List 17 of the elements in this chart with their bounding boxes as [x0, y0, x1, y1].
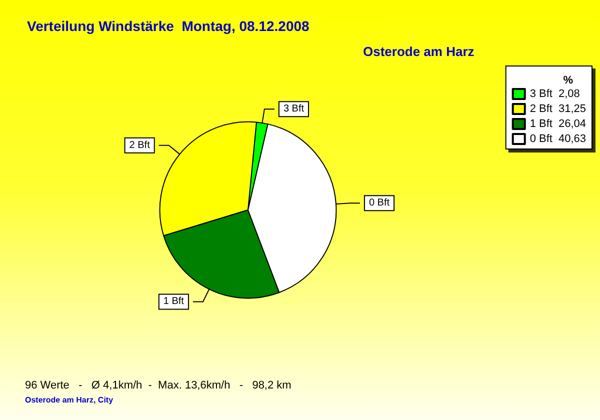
data-label: 31,25 — [558, 103, 586, 115]
chart-subtitle: Osterode am Harz — [363, 44, 475, 59]
data-label: 26,04 — [558, 118, 586, 130]
chart-title: Verteilung Windstärke Montag, 08.12.2008 — [27, 18, 310, 34]
text: 96 Werte - Ø 4,1km/h - Max. 13,6km/h - 98,2 km — [25, 380, 292, 392]
text: Osterode am Harz, City — [25, 396, 114, 404]
legend-title: % — [563, 74, 574, 86]
slice-label: 0 Bft — [368, 198, 390, 209]
slice-label: 2 Bft — [129, 140, 150, 151]
legend-label: 1 Bft — [530, 118, 552, 130]
data-label: 40,63 — [558, 133, 586, 145]
legend-label: 0 Bft — [530, 133, 552, 145]
legend-label: 3 Bft — [530, 88, 552, 100]
legend-label: 2 Bft — [530, 103, 552, 115]
slice-label: 1 Bft — [163, 296, 184, 308]
slice-label: 3 Bft — [283, 104, 304, 115]
data-label: 2,08 — [558, 88, 580, 100]
